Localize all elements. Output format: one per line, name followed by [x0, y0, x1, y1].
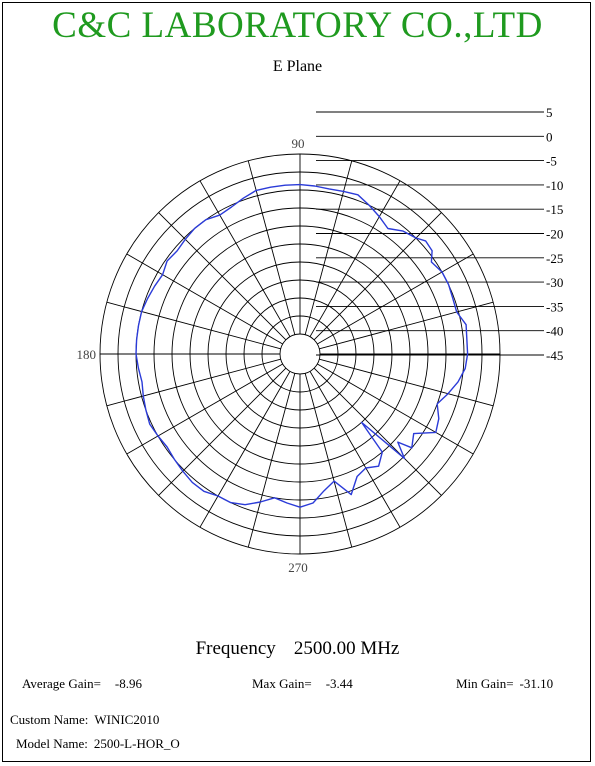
average-gain: Average Gain= -8.96 [22, 676, 142, 692]
max-gain-value: -3.44 [325, 676, 353, 691]
min-gain-label: Min Gain= [456, 676, 514, 691]
average-gain-value: -8.96 [114, 676, 143, 691]
frequency-label: Frequency [195, 638, 276, 659]
company-title: C&C LABORATORY CO.,LTD [52, 5, 543, 46]
grid-ring [99, 153, 501, 555]
radial-tick-label: -35 [546, 299, 563, 314]
grid-ring [279, 333, 321, 375]
frequency-readout: Frequency 2500.00 MHz [0, 638, 595, 660]
grid-ring [225, 279, 375, 429]
custom-name-label: Custom Name: [10, 712, 89, 727]
max-gain: Max Gain= -3.44 [252, 676, 353, 692]
polar-plot: 5 0 -5 -10 -15 -20 -25 -30 -35 -40 -45 90 180 270 [77, 105, 564, 575]
grid-ring [189, 243, 411, 465]
angle-label: 270 [288, 560, 308, 575]
model-name-label: Model Name: [16, 736, 88, 751]
max-gain-label: Max Gain= [252, 676, 312, 691]
custom-name-value: WINIC2010 [94, 712, 160, 727]
radial-tick-label: -20 [546, 227, 563, 242]
grid-ring [261, 315, 339, 393]
grid-ring [171, 225, 429, 483]
min-gain: Min Gain= -31.10 [456, 676, 553, 692]
model-name: Model Name: 2500-L-HOR_O [16, 736, 180, 752]
grid-ring [207, 261, 393, 447]
min-gain-value: -31.10 [519, 676, 554, 691]
radial-tick-label: -40 [546, 324, 563, 339]
angle-label: 90 [292, 136, 305, 151]
radial-tick-label: -25 [546, 251, 563, 266]
grid-ring [153, 207, 447, 501]
model-name-value: 2500-L-HOR_O [93, 736, 180, 751]
radial-tick-label: 0 [546, 129, 553, 144]
pattern-trace [135, 183, 469, 508]
average-gain-label: Average Gain= [22, 676, 101, 691]
grid-ring [243, 297, 357, 411]
radial-tick-label: -45 [546, 348, 563, 363]
radial-tick-label: 5 [546, 105, 553, 120]
custom-name: Custom Name: WINIC2010 [10, 712, 159, 728]
angle-label: 180 [77, 347, 97, 362]
radial-tick-label: -5 [546, 154, 557, 169]
radial-tick-label: -15 [546, 202, 563, 217]
radial-tick-label: -10 [546, 178, 563, 193]
radial-tick-label: -30 [546, 275, 563, 290]
plane-title: E Plane [272, 58, 323, 75]
frequency-value: 2500.00 MHz [293, 638, 400, 659]
grid-ring [117, 171, 483, 537]
